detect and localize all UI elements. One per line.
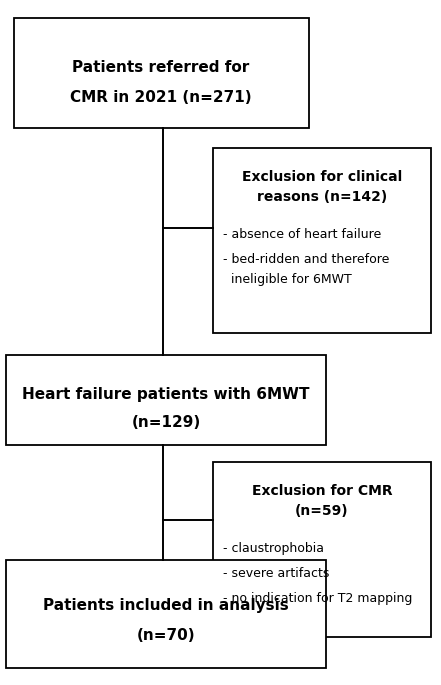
Text: Exclusion for clinical: Exclusion for clinical — [242, 170, 402, 184]
Bar — [6, 355, 326, 445]
Text: (n=129): (n=129) — [131, 415, 201, 430]
Bar — [14, 18, 309, 128]
Text: - severe artifacts: - severe artifacts — [223, 567, 329, 580]
Text: CMR in 2021 (n=271): CMR in 2021 (n=271) — [70, 90, 252, 105]
Text: Patients included in analysis: Patients included in analysis — [43, 598, 289, 613]
Text: Patients referred for: Patients referred for — [72, 60, 250, 75]
Bar — [213, 148, 431, 333]
Text: Heart failure patients with 6MWT: Heart failure patients with 6MWT — [22, 387, 310, 402]
Text: reasons (n=142): reasons (n=142) — [257, 190, 387, 204]
Text: ineligible for 6MWT: ineligible for 6MWT — [223, 273, 352, 286]
Text: (n=70): (n=70) — [137, 628, 195, 643]
Text: - bed-ridden and therefore: - bed-ridden and therefore — [223, 253, 389, 266]
Bar — [6, 560, 326, 668]
Bar — [213, 462, 431, 637]
Text: Exclusion for CMR: Exclusion for CMR — [252, 484, 392, 498]
Text: - claustrophobia: - claustrophobia — [223, 542, 324, 555]
Text: (n=59): (n=59) — [295, 504, 349, 518]
Text: - absence of heart failure: - absence of heart failure — [223, 228, 381, 241]
Text: - no indication for T2 mapping: - no indication for T2 mapping — [223, 592, 412, 605]
